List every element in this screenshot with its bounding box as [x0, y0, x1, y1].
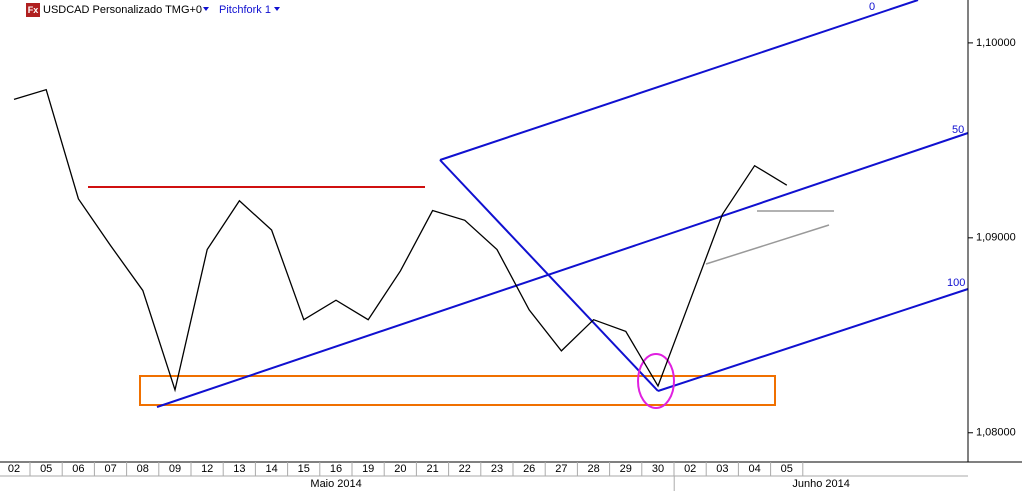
- x-tick-label: 05: [781, 463, 793, 475]
- x-tick-label: 26: [523, 463, 535, 475]
- price-line: [13, 88, 788, 393]
- pitchfork-level: 0: [869, 1, 875, 13]
- logo: [26, 3, 40, 17]
- y-tick-label: 1,09000: [976, 232, 1016, 244]
- x-tick-label: 08: [137, 463, 149, 475]
- dropdown-arrow[interactable]: [274, 7, 280, 11]
- y-tick-label: 1,10000: [976, 37, 1016, 49]
- dropdown-arrow[interactable]: [203, 7, 209, 11]
- x-tick-label: 06: [72, 463, 84, 475]
- x-tick-label: 21: [426, 463, 438, 475]
- x-tick-label: 07: [104, 463, 116, 475]
- pitchfork-handle: [439, 159, 659, 392]
- pitchfork-level: 100: [947, 277, 965, 289]
- pitchfork-level: 50: [952, 124, 964, 136]
- x-tick-label: 15: [298, 463, 310, 475]
- logo-text: Fx: [28, 5, 39, 15]
- x-tick-label: 28: [587, 463, 599, 475]
- pitchfork-upper: [439, 0, 919, 161]
- x-tick-label: 22: [459, 463, 471, 475]
- x-tick-label: 02: [684, 463, 696, 475]
- x-tick-label: 20: [394, 463, 406, 475]
- y-tick-label: 1,08000: [976, 427, 1016, 439]
- x-tick-label: 29: [620, 463, 632, 475]
- x-tick-label: 12: [201, 463, 213, 475]
- x-tick-label: 02: [8, 463, 20, 475]
- x-tick-label: 30: [652, 463, 664, 475]
- month-label: Junho 2014: [792, 478, 850, 490]
- x-tick-label: 13: [233, 463, 245, 475]
- x-tick-label: 19: [362, 463, 374, 475]
- highlight-circle: [637, 353, 675, 409]
- x-tick-label: 16: [330, 463, 342, 475]
- x-tick-label: 27: [555, 463, 567, 475]
- x-tick-label: 14: [265, 463, 277, 475]
- support-zone: [139, 375, 776, 406]
- month-label: Maio 2014: [310, 478, 361, 490]
- x-tick-label: 03: [716, 463, 728, 475]
- x-tick-label: 23: [491, 463, 503, 475]
- x-tick-label: 09: [169, 463, 181, 475]
- gray-line: [705, 224, 830, 265]
- x-tick-label: 05: [40, 463, 52, 475]
- indicator-name[interactable]: Pitchfork 1: [219, 4, 271, 16]
- symbol-title[interactable]: USDCAD Personalizado TMG+0: [43, 4, 202, 16]
- pitchfork-median: [156, 132, 969, 408]
- pitchfork-lower: [657, 288, 969, 392]
- x-tick-label: 04: [748, 463, 760, 475]
